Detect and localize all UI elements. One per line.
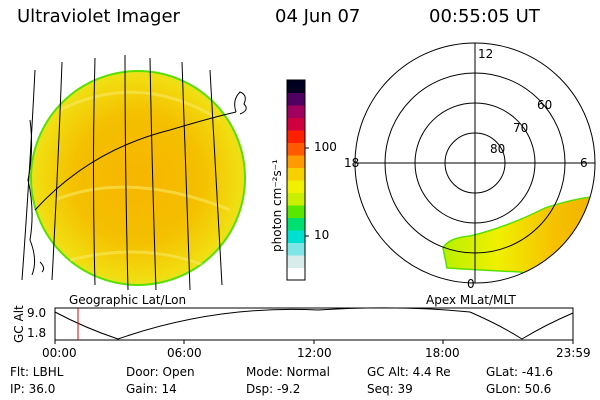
polar-plot [354,42,596,284]
info-gc-alt: GC Alt: 4.4 Re [367,365,451,379]
colorbar-segment [287,92,305,106]
colorbar-segment [287,105,305,118]
mlat-label-60: 60 [537,98,553,112]
mlat-label-70: 70 [513,121,529,135]
altitude-plot-frame [54,307,574,341]
info-seq: Seq: 39 [367,382,413,396]
colorbar-tick-10: 10 [314,228,330,242]
colorbar-segment [287,255,305,268]
info-mode: Mode: Normal [246,365,330,379]
earth-disk [30,70,246,286]
colorbar-segment [287,217,305,231]
colorbar-segment [287,242,305,256]
colorbar-segment [287,80,305,93]
xtick-2359: 23:59 [556,346,591,360]
colorbar-unit-label: photon cm⁻²s⁻¹ [270,159,284,252]
mlat-label-80: 80 [490,142,506,156]
colorbar-segment [287,117,305,131]
apex-caption: Apex MLat/MLT [426,293,516,307]
colorbar-segment [287,205,305,218]
info-glon: GLon: 50.6 [486,382,552,396]
xtick-1200: 12:00 [297,346,332,360]
info-dsp: Dsp: -9.2 [246,382,301,396]
info-door: Door: Open [126,365,195,379]
mlt-label-0: 0 [467,277,475,291]
time-label: 00:55:05 UT [429,6,540,27]
altitude-ytick-9: 9.0 [27,306,47,320]
coastline-lines [27,91,247,276]
colorbar-segment [287,230,305,243]
instrument-title: Ultraviolet Imager [17,6,180,27]
altitude-ytick-1: 1.8 [27,326,47,340]
altitude-curve [54,307,574,340]
xtick-0000: 00:00 [42,346,77,360]
altitude-ylabel: GC Alt [12,305,26,343]
info-flt: Flt: LBHL [10,365,64,379]
info-gain: Gain: 14 [126,382,177,396]
info-ip: IP: 36.0 [10,382,56,396]
mlt-label-18: 18 [344,156,360,170]
colorbar-segment [287,142,305,156]
colorbar-tick-100: 100 [314,140,337,154]
colorbar-frame [286,79,306,281]
altitude-plot [54,307,574,344]
info-glat: GLat: -41.6 [486,365,553,379]
mlt-label-12: 12 [478,47,494,61]
colorbar-segment [287,267,305,281]
colorbar [286,79,309,281]
mlt-label-6: 6 [580,156,588,170]
geographic-image [21,54,247,291]
colorbar-segment [287,167,305,181]
xtick-1800: 18:00 [425,346,460,360]
geographic-caption: Geographic Lat/Lon [69,293,187,307]
colorbar-segment [287,180,305,193]
colorbar-segment [287,130,305,143]
date-label: 04 Jun 07 [275,6,361,27]
colorbar-segment [287,192,305,206]
colorbar-segment [287,155,305,168]
xtick-0600: 06:00 [167,346,202,360]
